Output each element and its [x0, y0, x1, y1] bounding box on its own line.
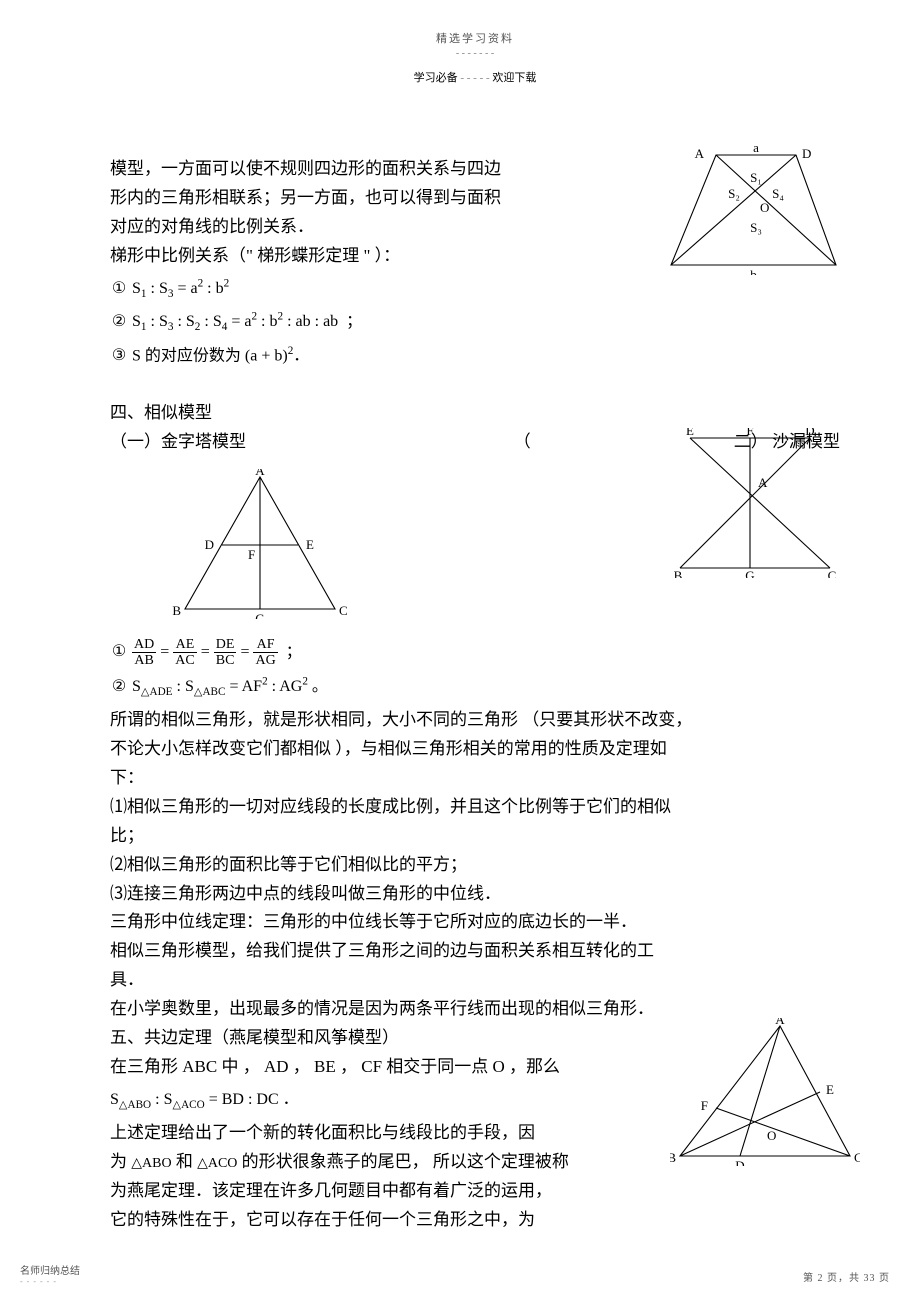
s5t: = BD : DC ． [205, 1091, 299, 1108]
figure-trapezoid: ADBCabOS₁S₂S₄S₃ [666, 145, 840, 280]
section5-p4: 为燕尾定理．该定理在许多几何题目中都有着广泛的运用， [110, 1177, 840, 1206]
svg-text:B: B [172, 603, 181, 618]
svg-text:B: B [670, 1150, 676, 1165]
header-sub-right: 欢迎下载 [492, 72, 536, 84]
section4-title: 四、相似模型 [110, 399, 840, 428]
svg-text:D: D [205, 537, 214, 552]
f1d: AB [132, 653, 156, 668]
header-dots: - - - - - - - [110, 48, 840, 59]
svg-text:b: b [750, 267, 757, 275]
eq3-tail: ． [293, 347, 309, 364]
svg-text:S₃: S₃ [750, 220, 762, 235]
ratio-line1: ① ADAB = AEAC = DEBC = AFAG ； [110, 637, 840, 669]
eq3-num: ③ [110, 342, 128, 369]
svg-text:D: D [805, 428, 814, 438]
s5t2: △ACO [197, 1156, 237, 1171]
f4d: AG [253, 653, 277, 668]
svg-text:C: C [854, 1150, 860, 1165]
svg-text:D: D [735, 1158, 744, 1166]
s5p3b: 的形状很象燕子的尾巴， 所以这个定理被称 [237, 1152, 569, 1171]
s5p3m: 和 [172, 1152, 198, 1171]
f1n: AD [132, 637, 156, 653]
svg-text:G: G [745, 568, 754, 578]
sim-p7: ⑶连接三角形两边中点的线段叫做三角形的中位线． [110, 880, 840, 909]
footer-left-sub: - - - - - - [20, 1277, 80, 1286]
eq1-num: ① [110, 275, 128, 302]
svg-text:A: A [695, 146, 705, 161]
svg-text:C: C [339, 603, 348, 618]
section4-sub-left: （一）金字塔模型 [110, 428, 514, 457]
sim-p2: 不论大小怎样改变它们都相似 ），与相似三角形相关的常用的性质及定理如 [110, 735, 840, 764]
svg-text:E: E [826, 1082, 834, 1097]
sim-p10: 具． [110, 966, 840, 995]
trap-eq3: ③ S 的对应份数为 (a + b)2． [110, 342, 840, 370]
svg-text:S₁: S₁ [750, 170, 762, 185]
svg-text:E: E [686, 428, 694, 438]
f2d: AC [173, 653, 196, 668]
ratio2-num: ② [110, 673, 128, 700]
svg-text:F: F [746, 428, 753, 438]
sim-p9: 相似三角形模型，给我们提供了三角形之间的边与面积关系相互转化的工 [110, 937, 840, 966]
f3n: DE [214, 637, 237, 653]
s5t1: △ABO [131, 1156, 171, 1171]
f4n: AF [253, 637, 277, 653]
sim-p6: ⑵相似三角形的面积比等于它们相似比的平方； [110, 851, 840, 880]
trap-eq2: ② S1 : S3 : S2 : S4 = a2 : b2 : ab : ab … [110, 308, 840, 338]
footer-left-text: 名师归纳总结 [20, 1262, 80, 1277]
ratio1-tail: ； [286, 643, 302, 660]
figure-hourglass: E F D A B G C [670, 428, 840, 588]
s5m: : S [151, 1091, 172, 1108]
s5s1: △ABO [119, 1099, 151, 1111]
svg-text:A: A [758, 475, 768, 490]
figure-pyramid: A B C D E F G [170, 469, 475, 629]
eq3-prefix: S 的对应份数为 [132, 347, 245, 364]
svg-text:B: B [674, 568, 683, 578]
svg-text:F: F [701, 1098, 708, 1113]
ratio1-num: ① [110, 638, 128, 665]
svg-text:O: O [767, 1128, 776, 1143]
header-sub-dash: - - - - - [460, 72, 489, 84]
section5-p5: 它的特殊性在于，它可以存在于任何一个三角形之中，为 [110, 1206, 840, 1235]
svg-text:F: F [248, 547, 255, 562]
sim-p1: 所谓的相似三角形，就是形状相同，大小不同的三角形 （只要其形状不改变， [110, 706, 840, 735]
svg-text:a: a [753, 145, 759, 155]
eq2-num: ② [110, 308, 128, 335]
s5s2: △ACO [172, 1099, 204, 1111]
figure-swallow: A B C D E F O [670, 1018, 860, 1176]
footer-left: 名师归纳总结 - - - - - - [20, 1262, 80, 1286]
footer-right: 第 2 页，共 33 页 [803, 1269, 890, 1284]
header-sub-left: 学习必备 [414, 72, 458, 84]
s5l: S [110, 1091, 119, 1108]
svg-text:S₄: S₄ [772, 186, 784, 201]
sim-p5: 比； [110, 822, 840, 851]
svg-text:C: C [828, 568, 837, 578]
svg-text:O: O [760, 200, 769, 215]
svg-text:G: G [255, 611, 264, 619]
s5p3a: 为 [110, 1152, 131, 1171]
svg-text:A: A [255, 469, 265, 478]
header-top: 精选学习资料 [110, 30, 840, 46]
header-sub: 学习必备 - - - - - 欢迎下载 [110, 69, 840, 85]
svg-text:E: E [306, 537, 314, 552]
sim-p8: 三角形中位线定理：三角形的中位线长等于它所对应的底边长的一半． [110, 908, 840, 937]
f2n: AE [173, 637, 196, 653]
ratio-line2: ② S△ADE : S△ABC = AF2 : AG2 。 [110, 673, 840, 703]
eq3-inner: a + b [250, 347, 282, 364]
svg-text:A: A [775, 1018, 785, 1027]
svg-text:S₂: S₂ [728, 186, 740, 201]
f3d: BC [214, 653, 237, 668]
svg-text:D: D [802, 146, 811, 161]
sim-p4: ⑴相似三角形的一切对应线段的长度成比例，并且这个比例等于它们的相似 [110, 793, 840, 822]
sim-p3: 下： [110, 764, 840, 793]
